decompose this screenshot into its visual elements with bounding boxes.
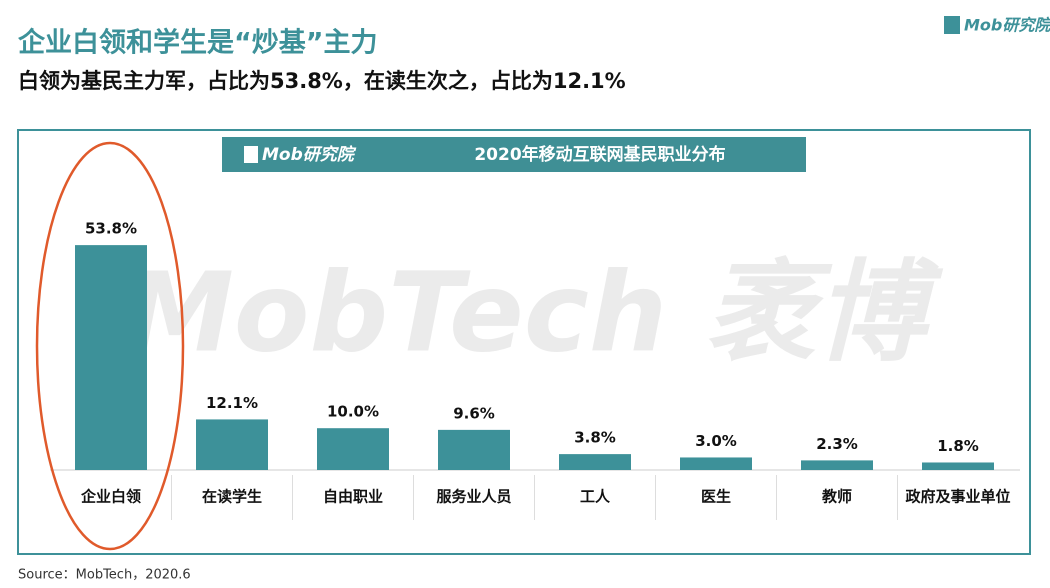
bar [680,457,752,470]
banner-logo: Mob研究院 [262,145,357,165]
bar [438,429,510,470]
x-tick-label: 教师 [821,488,852,506]
x-tick-label: 服务业人员 [436,488,511,506]
highlight-ellipse [35,141,185,551]
value-label: 1.8% [937,437,979,455]
source: Source：MobTech，2020.6 [18,568,191,583]
value-label: 12.1% [206,394,258,412]
value-label: 2.3% [816,435,858,453]
x-tick-label: 在读学生 [202,488,262,506]
chart-frame [17,129,1031,555]
x-tick-label: 企业白领 [80,488,141,506]
x-tick-label: 自由职业 [323,488,383,506]
bar [196,419,268,470]
value-label: 53.8% [85,220,137,238]
bar [75,245,147,470]
x-tick-label: 政府及事业单位 [905,488,1010,506]
bar [559,454,631,470]
bar [317,428,389,470]
value-label: 3.8% [574,429,616,447]
chart-title: 2020年移动互联网基民职业分布 [474,144,725,165]
value-label: 10.0% [327,403,379,421]
logo-icon [944,16,960,34]
subtitle: 白领为基民主力军，占比为53.8%，在读生次之，占比为12.1% [18,69,626,93]
value-label: 3.0% [695,432,737,450]
chart-banner [222,137,806,172]
bar [922,462,994,470]
value-label: 9.6% [453,404,495,422]
watermark: MobTech 袤博 [124,248,943,376]
x-tick-label: 医生 [701,488,731,506]
bar [801,460,873,470]
x-tick-label: 工人 [580,488,611,506]
banner-logo-icon [244,146,258,163]
title: 企业白领和学生是“炒基”主力 [18,27,378,59]
logo: Mob研究院 [964,16,1050,35]
